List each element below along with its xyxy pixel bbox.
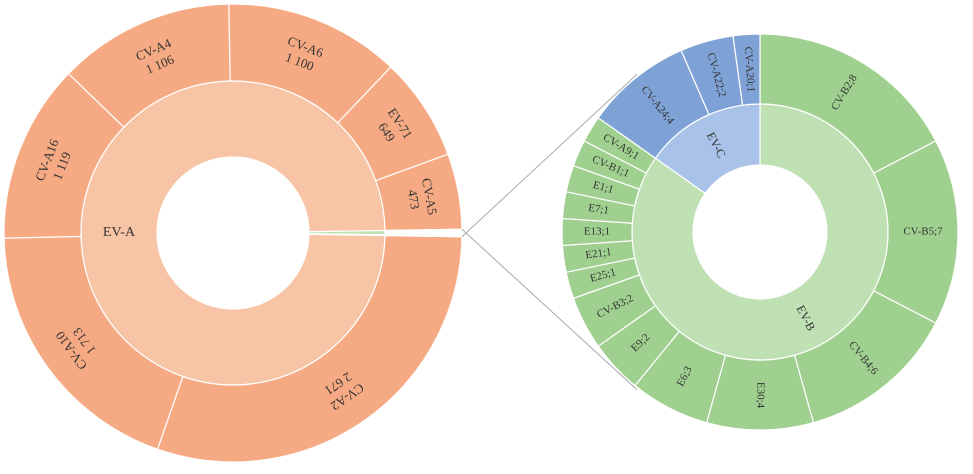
segment-label: CV-B5;7 (903, 226, 943, 238)
segment-label: E13;1 (584, 226, 610, 238)
connector (461, 228, 638, 390)
segment-label: E7;1 (587, 202, 609, 217)
segment-label: CV-A41 106 (133, 35, 176, 77)
outer-segment (3, 235, 184, 450)
segment-label: CV-A20;1 (742, 46, 757, 92)
outer-segment (732, 33, 761, 106)
segment-value: 473 (405, 188, 423, 210)
connector (461, 74, 638, 238)
segment-label: CV-A22 671 (322, 369, 367, 413)
segment-label: E30;4 (754, 382, 766, 409)
segment-label: E21;1 (585, 246, 613, 261)
group-label: EV-A (103, 225, 136, 240)
segment-name: CV-A5 (419, 177, 441, 216)
outer-segment (156, 234, 463, 463)
segment-label: E1;1 (592, 179, 615, 196)
